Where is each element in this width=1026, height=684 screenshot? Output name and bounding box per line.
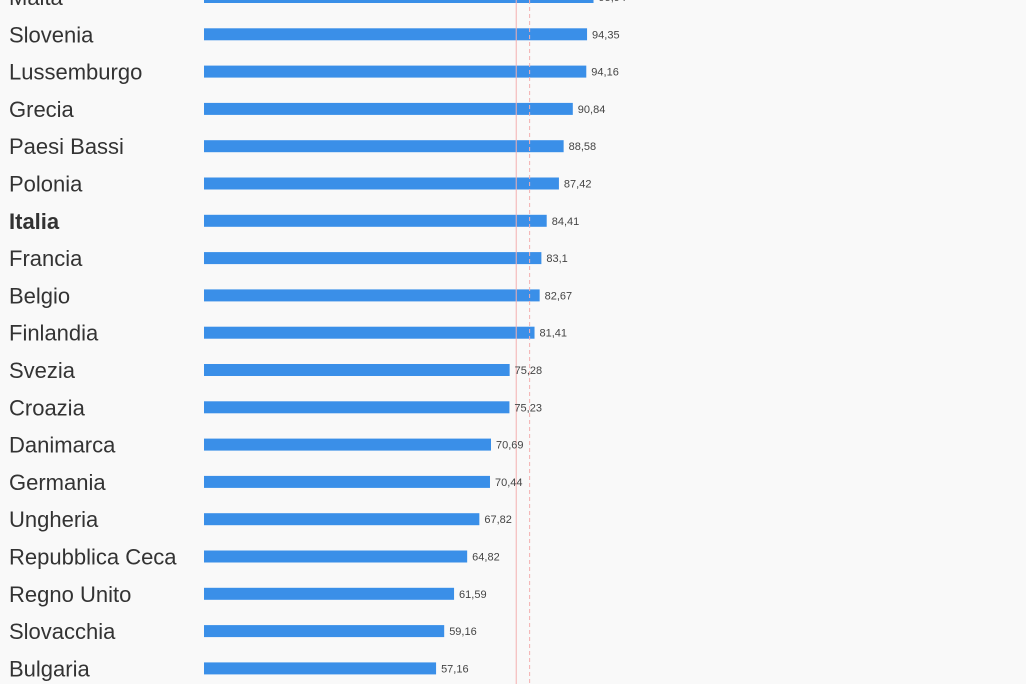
bar-slovacchia: [204, 625, 445, 638]
bar-grecia: [204, 102, 573, 115]
bar-finlandia: [204, 326, 535, 339]
value-label-slovenia: 94,35: [592, 29, 620, 41]
category-label-belgio: Belgio: [9, 283, 70, 308]
bar-bulgaria: [204, 662, 437, 675]
value-label-francia: 83,1: [546, 253, 567, 265]
value-label-finlandia: 81,41: [540, 328, 568, 340]
value-label-belgio: 82,67: [545, 290, 573, 302]
category-label-regno-unito: Regno Unito: [9, 582, 131, 607]
labels-layer: Malta 95,94 Slovenia 94,35 Lussemburgo 94,16 G…: [9, 0, 626, 681]
bars-layer: [204, 0, 594, 675]
category-label-germania: Germania: [9, 470, 106, 495]
category-label-danimarca: Danimarca: [9, 433, 116, 458]
bar-paesi-bassi: [204, 140, 564, 153]
reference-lines: [515, 0, 531, 684]
bar-ungheria: [204, 513, 480, 526]
category-label-svezia: Svezia: [9, 358, 76, 383]
bar-svezia: [204, 364, 510, 376]
category-label-bulgaria: Bulgaria: [9, 656, 90, 681]
bar-croazia: [204, 401, 510, 414]
bar-polonia: [204, 177, 559, 190]
category-label-slovenia: Slovenia: [9, 22, 94, 47]
category-label-lussemburgo: Lussemburgo: [9, 60, 142, 85]
value-label-grecia: 90,84: [578, 104, 606, 116]
bar-danimarca: [204, 438, 492, 451]
bar-slovenia: [204, 28, 588, 41]
value-label-italia: 84,41: [552, 216, 580, 228]
value-label-regno-unito: 61,59: [459, 589, 487, 601]
category-label-polonia: Polonia: [9, 172, 83, 197]
category-label-paesi-bassi: Paesi Bassi: [9, 134, 124, 159]
bar-francia: [204, 252, 542, 265]
value-label-croazia: 75,23: [514, 402, 542, 414]
bar-belgio: [204, 289, 540, 302]
category-label-malta: Malta: [9, 0, 64, 10]
value-label-danimarca: 70,69: [496, 440, 524, 452]
category-label-repubblica-ceca: Repubblica Ceca: [9, 545, 177, 570]
bar-lussemburgo: [204, 65, 587, 78]
category-label-slovacchia: Slovacchia: [9, 619, 116, 644]
category-label-francia: Francia: [9, 246, 83, 271]
value-label-lussemburgo: 94,16: [591, 67, 619, 79]
category-label-grecia: Grecia: [9, 97, 75, 122]
bar-germania: [204, 475, 490, 488]
value-label-bulgaria: 57,16: [441, 663, 469, 675]
category-label-italia: Italia: [9, 209, 60, 234]
value-label-slovacchia: 59,16: [449, 626, 477, 638]
category-label-ungheria: Ungheria: [9, 507, 99, 532]
category-label-finlandia: Finlandia: [9, 321, 99, 346]
value-label-polonia: 87,42: [564, 179, 592, 191]
category-label-croazia: Croazia: [9, 395, 86, 420]
bar-repubblica-ceca: [204, 550, 468, 563]
value-label-germania: 70,44: [495, 477, 523, 489]
value-label-paesi-bassi: 88,58: [569, 141, 597, 153]
value-label-ungheria: 67,82: [484, 514, 512, 526]
value-label-malta: 95,94: [599, 0, 627, 4]
value-label-repubblica-ceca: 64,82: [472, 552, 500, 564]
value-label-svezia: 75,28: [515, 365, 543, 377]
bar-regno-unito: [204, 587, 455, 600]
bar-malta: [204, 0, 594, 3]
bar-italia: [204, 214, 547, 227]
